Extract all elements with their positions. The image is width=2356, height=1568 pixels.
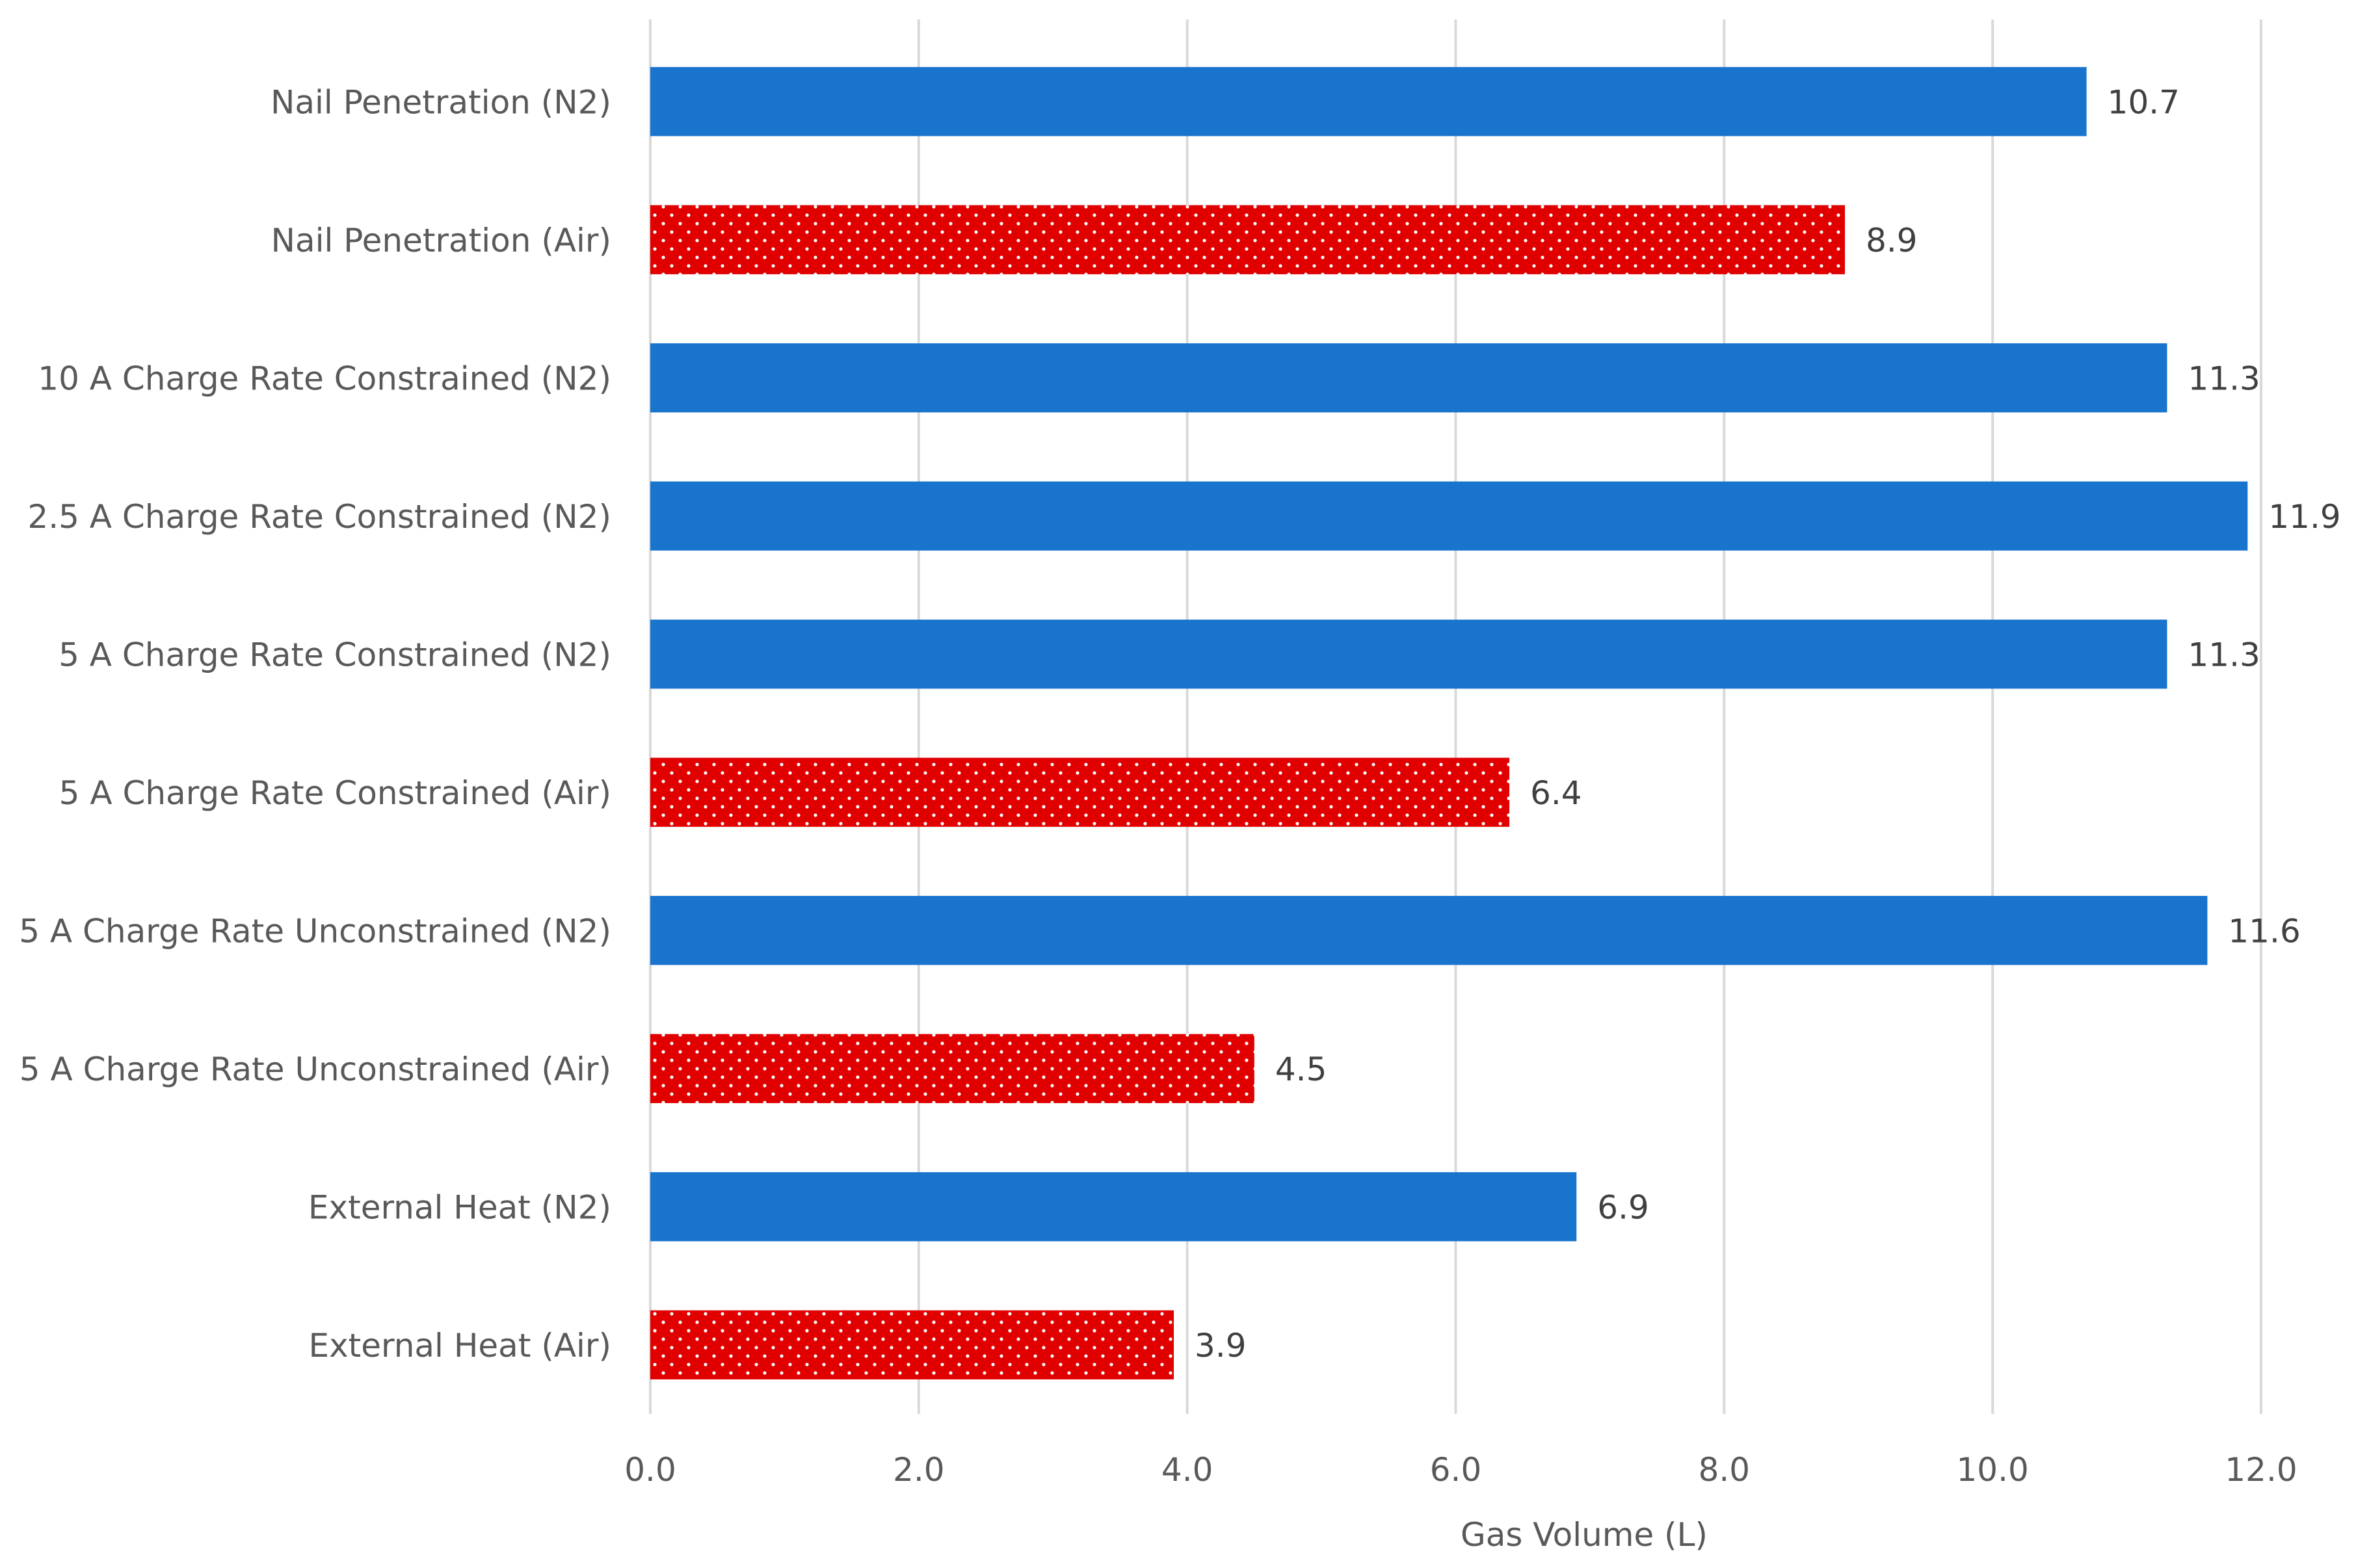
- data-label: 11.6: [2228, 912, 2300, 950]
- x-tick-label: 0.0: [624, 1451, 676, 1489]
- data-label: 11.3: [2188, 359, 2260, 397]
- bar-air: [650, 757, 1510, 827]
- x-tick-label: 8.0: [1699, 1451, 1751, 1489]
- bar-n2: [650, 1172, 1577, 1242]
- bar-n2: [650, 343, 2167, 413]
- category-label: 2.5 A Charge Rate Constrained (N2): [27, 498, 611, 536]
- category-label: Nail Penetration (Air): [271, 222, 611, 259]
- data-label: 11.3: [2188, 636, 2260, 673]
- data-label: 6.4: [1530, 774, 1582, 812]
- x-tick-labels: 0.0 2.0 4.0 6.0 8.0 10.0 12.0: [624, 1451, 2297, 1489]
- bar-n2: [650, 620, 2167, 689]
- data-label: 10.7: [2108, 83, 2180, 121]
- bar-n2: [650, 896, 2208, 965]
- bar-air: [650, 1034, 1254, 1103]
- x-tick-label: 10.0: [1957, 1451, 2029, 1489]
- x-tick-label: 6.0: [1430, 1451, 1482, 1489]
- bar-n2: [650, 481, 2248, 551]
- bar-n2: [650, 67, 2087, 137]
- data-label: 11.9: [2268, 498, 2340, 536]
- category-label: 10 A Charge Rate Constrained (N2): [38, 359, 611, 397]
- category-label: Nail Penetration (N2): [271, 83, 611, 121]
- data-label: 4.5: [1275, 1051, 1327, 1088]
- x-tick-label: 4.0: [1161, 1451, 1213, 1489]
- category-label: 5 A Charge Rate Constrained (N2): [59, 636, 611, 673]
- x-tick-label: 2.0: [893, 1451, 945, 1489]
- category-label: External Heat (Air): [308, 1327, 611, 1365]
- data-labels: 10.7 8.9 11.3 11.9 11.3 6.4 11.6 4.5 6.9 3.9: [1195, 83, 2341, 1365]
- bar-air: [650, 1310, 1174, 1379]
- category-labels: Nail Penetration (N2) Nail Penetration (A…: [19, 83, 611, 1365]
- category-label: 5 A Charge Rate Constrained (Air): [59, 774, 611, 812]
- data-label: 8.9: [1866, 222, 1918, 259]
- category-label: 5 A Charge Rate Unconstrained (N2): [19, 912, 611, 950]
- category-label: External Heat (N2): [308, 1188, 611, 1226]
- data-label: 6.9: [1597, 1188, 1649, 1226]
- data-label: 3.9: [1195, 1327, 1247, 1365]
- bar-air: [650, 205, 1846, 274]
- x-axis-title: Gas Volume (L): [1461, 1516, 1708, 1554]
- bar-series: [650, 67, 2248, 1379]
- category-label: 5 A Charge Rate Unconstrained (Air): [20, 1051, 611, 1088]
- x-tick-label: 12.0: [2225, 1451, 2297, 1489]
